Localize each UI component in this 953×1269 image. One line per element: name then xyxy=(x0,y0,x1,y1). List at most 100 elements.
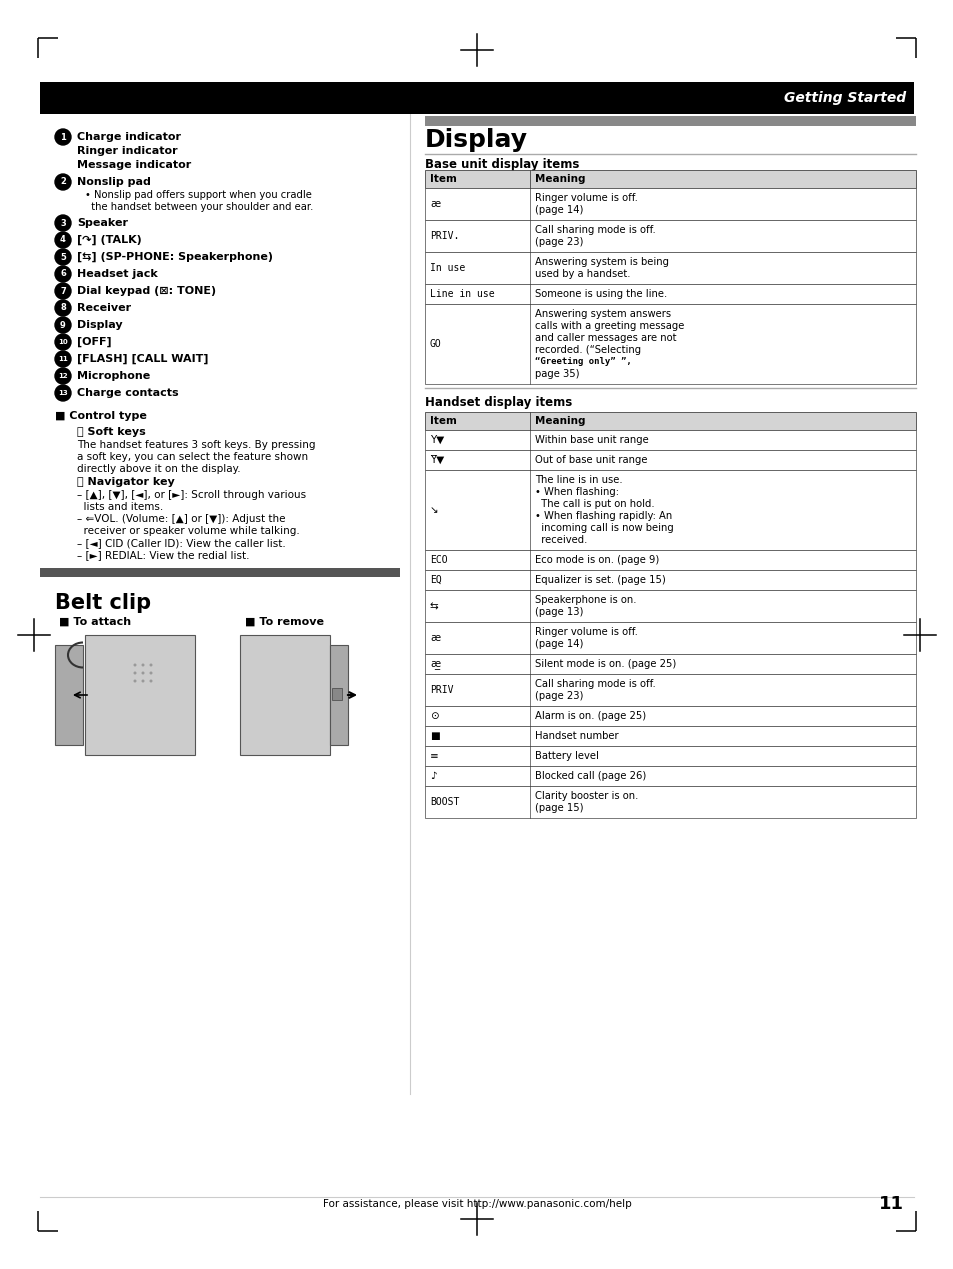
Text: 11: 11 xyxy=(58,357,68,362)
Text: Charge indicator: Charge indicator xyxy=(77,132,181,142)
Text: For assistance, please visit http://www.panasonic.com/help: For assistance, please visit http://www.… xyxy=(322,1199,631,1209)
Text: 11: 11 xyxy=(878,1195,903,1213)
Text: ⊙: ⊙ xyxy=(430,711,438,721)
Text: 13: 13 xyxy=(58,390,68,396)
Circle shape xyxy=(55,368,71,385)
Bar xyxy=(424,220,915,253)
Text: Getting Started: Getting Started xyxy=(783,91,905,105)
Text: Eco mode is on. (page 9): Eco mode is on. (page 9) xyxy=(535,555,659,565)
Text: 4: 4 xyxy=(60,236,66,245)
Text: Receiver: Receiver xyxy=(77,303,131,313)
Circle shape xyxy=(133,671,136,675)
Circle shape xyxy=(55,283,71,299)
Bar xyxy=(424,305,915,385)
Text: Ringer volume is off.: Ringer volume is off. xyxy=(535,193,638,203)
Text: Someone is using the line.: Someone is using the line. xyxy=(535,289,666,299)
Circle shape xyxy=(55,174,71,190)
Text: 12: 12 xyxy=(58,373,68,379)
Text: 6: 6 xyxy=(60,269,66,278)
Text: “Greeting only” ”,: “Greeting only” ”, xyxy=(535,357,631,365)
Text: Dial keypad (⊠: TONE): Dial keypad (⊠: TONE) xyxy=(77,286,216,296)
Bar xyxy=(424,766,915,786)
Text: Ⓑ Navigator key: Ⓑ Navigator key xyxy=(77,477,174,487)
Text: • Nonslip pad offers support when you cradle: • Nonslip pad offers support when you cr… xyxy=(85,190,312,201)
Text: PRIV: PRIV xyxy=(430,685,453,695)
Bar xyxy=(40,569,399,577)
Bar xyxy=(424,188,915,220)
Text: Display: Display xyxy=(424,128,527,152)
Bar xyxy=(424,412,915,430)
Text: Out of base unit range: Out of base unit range xyxy=(535,456,647,464)
Bar xyxy=(424,115,915,126)
Bar xyxy=(424,674,915,706)
Text: (page 14): (page 14) xyxy=(535,206,583,214)
Text: 8: 8 xyxy=(60,303,66,312)
Text: The call is put on hold.: The call is put on hold. xyxy=(535,499,654,509)
Text: Answering system answers: Answering system answers xyxy=(535,308,670,319)
Circle shape xyxy=(55,129,71,145)
Bar xyxy=(424,622,915,654)
Text: Charge contacts: Charge contacts xyxy=(77,388,178,398)
Circle shape xyxy=(141,671,144,675)
Text: a soft key, you can select the feature shown: a soft key, you can select the feature s… xyxy=(77,452,308,462)
Text: BOOST: BOOST xyxy=(430,797,459,807)
Text: ↘: ↘ xyxy=(430,505,438,515)
Bar xyxy=(240,634,330,755)
Circle shape xyxy=(55,266,71,282)
Text: Microphone: Microphone xyxy=(77,371,150,381)
Text: [OFF]: [OFF] xyxy=(77,336,112,348)
Bar xyxy=(424,654,915,674)
Text: ⇆: ⇆ xyxy=(430,602,438,610)
Bar xyxy=(424,430,915,450)
Text: Base unit display items: Base unit display items xyxy=(424,159,578,171)
Circle shape xyxy=(55,352,71,367)
Text: the handset between your shoulder and ear.: the handset between your shoulder and ea… xyxy=(85,202,313,212)
Text: Clarity booster is on.: Clarity booster is on. xyxy=(535,791,638,801)
Text: calls with a greeting message: calls with a greeting message xyxy=(535,321,683,331)
Circle shape xyxy=(55,232,71,247)
Bar xyxy=(424,450,915,470)
Text: (page 23): (page 23) xyxy=(535,692,583,700)
Text: received.: received. xyxy=(535,536,587,544)
Circle shape xyxy=(55,299,71,316)
Text: In use: In use xyxy=(430,263,465,273)
Text: Equalizer is set. (page 15): Equalizer is set. (page 15) xyxy=(535,575,665,585)
Text: Handset number: Handset number xyxy=(535,731,618,741)
Text: Headset jack: Headset jack xyxy=(77,269,157,279)
Text: 9: 9 xyxy=(60,321,66,330)
Text: 10: 10 xyxy=(58,339,68,345)
Text: Y̅▼: Y̅▼ xyxy=(430,456,444,464)
Text: (page 15): (page 15) xyxy=(535,803,583,813)
Text: The line is in use.: The line is in use. xyxy=(535,475,622,485)
Text: 7: 7 xyxy=(60,287,66,296)
Text: ■ Control type: ■ Control type xyxy=(55,411,147,421)
Text: Speaker: Speaker xyxy=(77,218,128,228)
Text: Silent mode is on. (page 25): Silent mode is on. (page 25) xyxy=(535,659,676,669)
Bar xyxy=(55,645,83,745)
Text: ■ To remove: ■ To remove xyxy=(245,617,324,627)
Text: GO: GO xyxy=(430,339,441,349)
Text: Handset display items: Handset display items xyxy=(424,396,572,409)
Text: – [◄] CID (Caller ID): View the caller list.: – [◄] CID (Caller ID): View the caller l… xyxy=(77,538,286,548)
Bar xyxy=(424,253,915,284)
Text: – [►] REDIAL: View the redial list.: – [►] REDIAL: View the redial list. xyxy=(77,549,250,560)
Bar xyxy=(424,746,915,766)
Text: Within base unit range: Within base unit range xyxy=(535,435,648,445)
Text: PRIV.: PRIV. xyxy=(430,231,459,241)
Text: and caller messages are not: and caller messages are not xyxy=(535,332,676,343)
Text: Display: Display xyxy=(77,320,123,330)
Text: incoming call is now being: incoming call is now being xyxy=(535,523,673,533)
Text: receiver or speaker volume while talking.: receiver or speaker volume while talking… xyxy=(77,525,299,536)
Text: ♪: ♪ xyxy=(430,772,436,780)
Text: Belt clip: Belt clip xyxy=(55,593,151,613)
Text: directly above it on the display.: directly above it on the display. xyxy=(77,464,240,475)
Text: ≡: ≡ xyxy=(430,751,438,761)
Text: 2: 2 xyxy=(60,178,66,187)
Bar xyxy=(424,570,915,590)
Text: Battery level: Battery level xyxy=(535,751,598,761)
Bar xyxy=(424,726,915,746)
Bar xyxy=(424,284,915,305)
Text: Blocked call (page 26): Blocked call (page 26) xyxy=(535,772,645,780)
Text: lists and items.: lists and items. xyxy=(77,503,163,511)
Text: æ̲: æ̲ xyxy=(430,659,439,669)
